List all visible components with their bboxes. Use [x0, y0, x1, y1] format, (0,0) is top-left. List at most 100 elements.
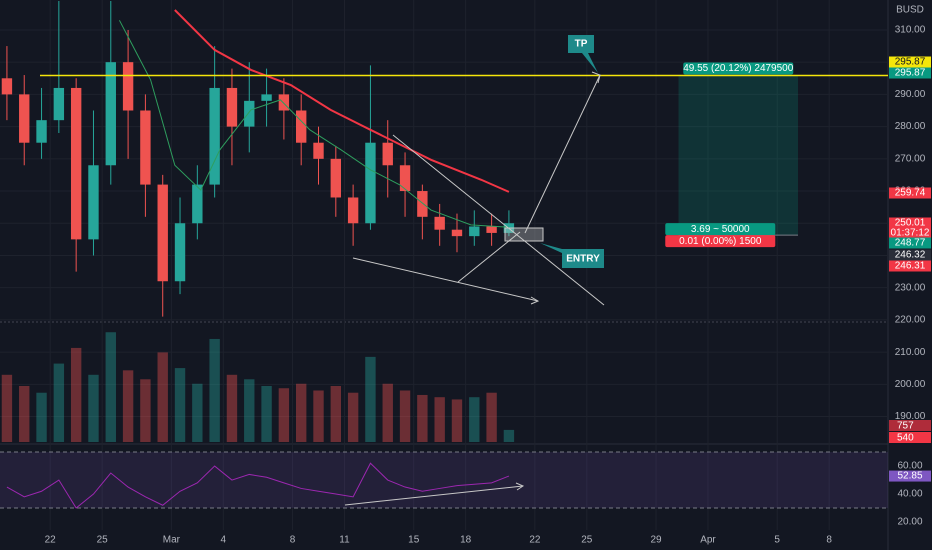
volume-label-bg: [889, 420, 931, 431]
volume-bar: [417, 394, 428, 442]
trendline: [352, 257, 539, 302]
volume-bar: [1, 374, 13, 442]
y-tick-label: 270.00: [895, 153, 926, 164]
volume-bar: [19, 386, 30, 442]
target-label-bg: [683, 62, 794, 75]
x-tick-label: 8: [826, 535, 832, 546]
candle-body: [469, 226, 480, 237]
volume-bar: [157, 352, 168, 442]
rsi-label-bg: [889, 470, 931, 482]
volume-bar: [399, 390, 411, 442]
volume-bar: [278, 388, 290, 442]
volume-bar: [244, 379, 255, 442]
candle-body: [140, 110, 151, 185]
x-tick-label: 11: [339, 535, 350, 546]
volume-bar: [174, 368, 186, 442]
price-label-bg: [889, 237, 931, 249]
callout-bg: [540, 243, 604, 268]
x-tick-label: Mar: [163, 535, 181, 546]
profit-zone: [678, 75, 798, 236]
candle-body: [486, 226, 497, 233]
price-label: 250.01: [895, 218, 926, 229]
price-label: 246.31: [895, 261, 926, 272]
price-label-bg: [889, 249, 931, 261]
arrow-head: [515, 482, 525, 491]
candle-body: [296, 110, 307, 143]
price-label-bg: [889, 217, 931, 240]
x-tick-label: 15: [408, 535, 420, 546]
volume-label: 540: [897, 433, 914, 444]
y-tick-label: 220.00: [895, 315, 926, 326]
trendline: [457, 231, 521, 283]
price-label: 295.87: [895, 68, 926, 79]
candle-body: [451, 229, 463, 237]
price-label: 259.74: [895, 188, 926, 199]
volume-bar: [192, 383, 203, 442]
volume-bar: [313, 390, 324, 442]
price-label: 248.77: [895, 238, 926, 249]
price-label: 246.32: [895, 250, 926, 261]
y-tick-label: 60.00: [897, 461, 922, 472]
volume-bar: [330, 386, 342, 442]
volume-bar: [70, 347, 82, 442]
arrow-head: [530, 296, 540, 305]
y-tick-label: 230.00: [895, 282, 926, 293]
x-tick-label: Apr: [700, 535, 716, 546]
x-tick-label: 25: [97, 535, 109, 546]
volume-bar: [226, 374, 238, 442]
y-tick-label: 40.00: [897, 489, 922, 500]
x-tick-label: 18: [460, 535, 472, 546]
volume-bar: [347, 392, 359, 442]
candle-body: [347, 197, 359, 224]
symbol: BUSD: [896, 5, 924, 16]
candle-body: [122, 62, 134, 111]
candle-body: [244, 100, 255, 127]
candle-body: [192, 184, 203, 224]
tp-callout: TP: [568, 35, 598, 73]
range-box: [504, 227, 544, 242]
volume-bar: [486, 392, 497, 442]
volume-bar: [140, 379, 151, 442]
tp-label: TP: [575, 39, 588, 50]
volume-bar: [53, 363, 65, 442]
volume-bar: [382, 383, 393, 442]
volume-bar: [36, 392, 47, 442]
candle-body: [174, 223, 186, 282]
candle-body: [382, 142, 393, 166]
trendline: [524, 74, 601, 234]
price-label: 295.87: [895, 57, 926, 68]
callout-bg: [568, 35, 598, 73]
volume-bar: [434, 397, 445, 442]
price-label-bg: [889, 260, 931, 272]
candle-body: [399, 165, 411, 192]
candle-body: [313, 142, 324, 159]
y-tick-label: 210.00: [895, 347, 926, 358]
moving-average: [174, 9, 510, 193]
rsi-line: [6, 462, 510, 509]
y-tick-label: 310.00: [895, 25, 926, 36]
volume-bar: [469, 397, 480, 442]
volume-bar: [503, 429, 515, 442]
price-label-bg: [889, 187, 931, 199]
candle-body: [1, 78, 13, 95]
moving-average: [118, 20, 509, 228]
volume-label-bg: [889, 432, 931, 443]
drawings: [344, 71, 605, 506]
candle-body: [36, 120, 47, 143]
volume-bar: [261, 386, 272, 442]
x-tick-label: 5: [774, 535, 780, 546]
candle-body: [105, 62, 116, 166]
volume-bar: [365, 356, 376, 442]
x-tick-label: 22: [529, 535, 541, 546]
price-label-bg: [889, 56, 931, 68]
candle-body: [434, 216, 445, 230]
volume-bar: [122, 370, 134, 442]
rsi-value-label: 52.85: [897, 471, 922, 482]
stop-label-bg: [665, 235, 776, 248]
y-tick-label: 200.00: [895, 379, 926, 390]
candle-body: [417, 191, 428, 217]
rsi-trendline: [344, 485, 524, 506]
x-tick-label: 4: [221, 535, 227, 546]
ratio-label: 3.69 ~ 50000: [691, 224, 750, 235]
